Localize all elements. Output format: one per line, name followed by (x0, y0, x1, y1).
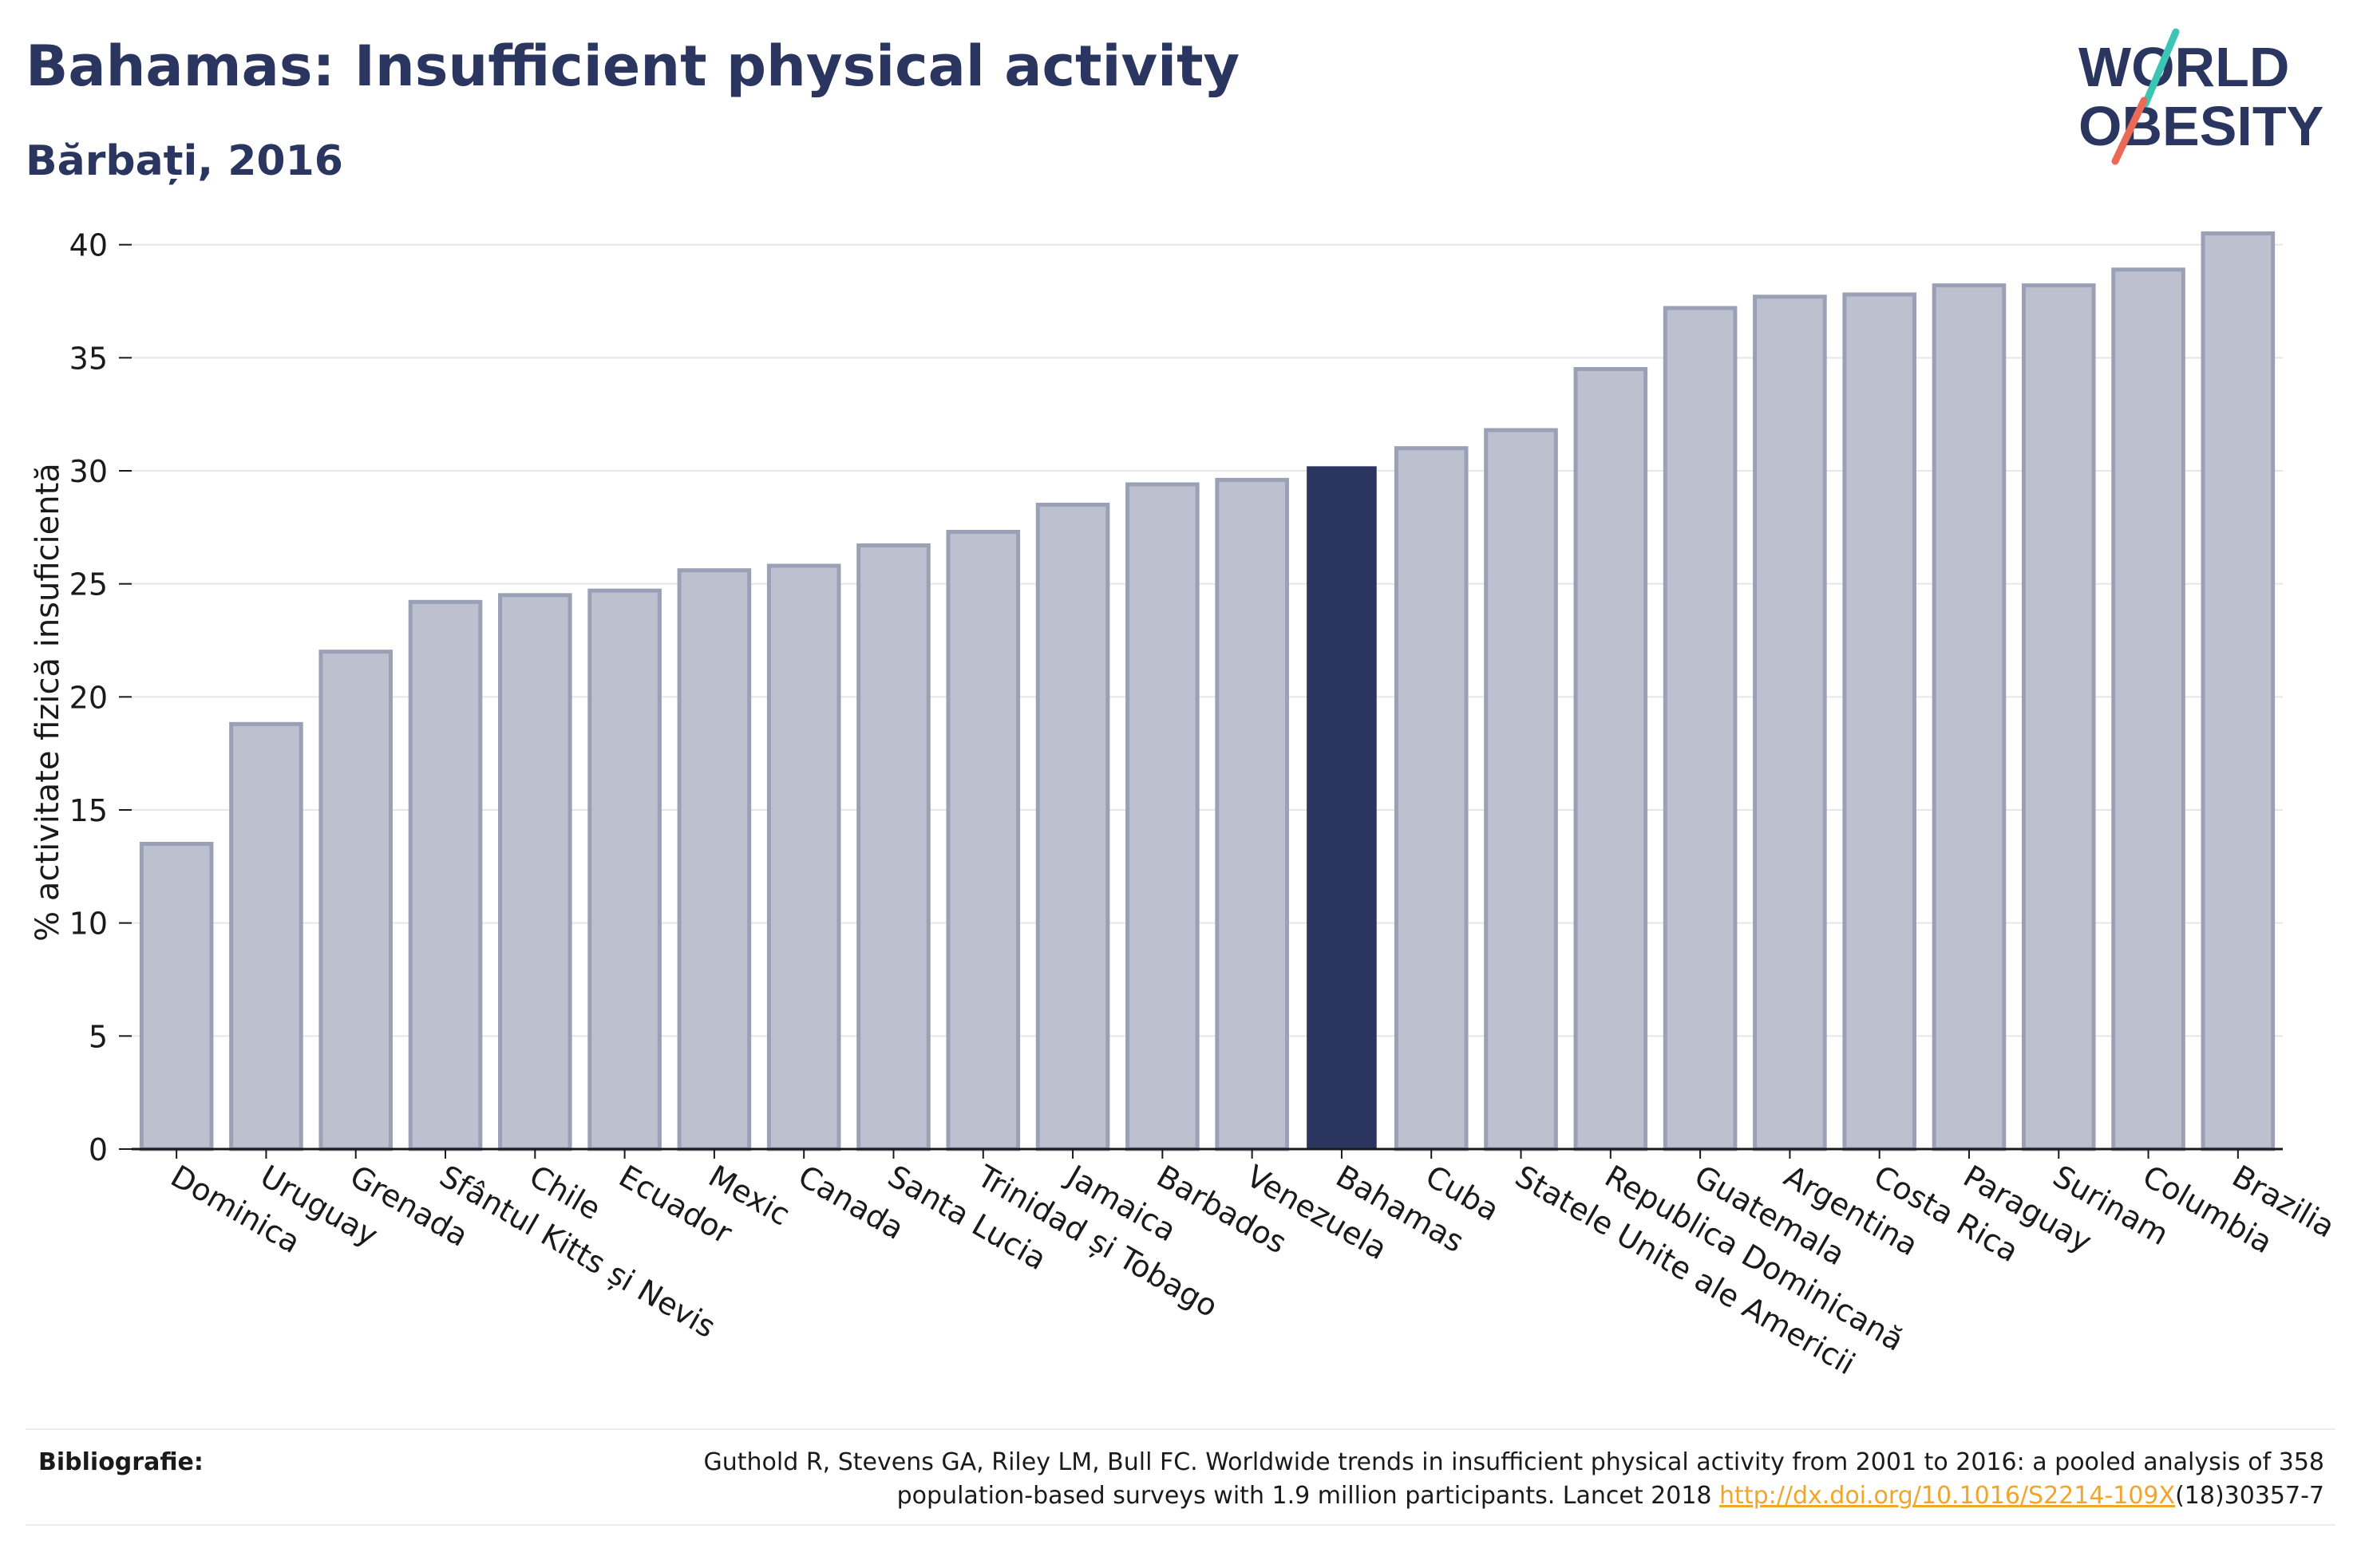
logo-slash-teal (2142, 28, 2180, 108)
y-tick-label: 30 (69, 454, 108, 489)
bibliography-label: Bibliografie: (38, 1448, 204, 1476)
y-tick-label: 20 (69, 680, 108, 715)
bar (1035, 503, 1110, 1151)
bar (1484, 428, 1558, 1151)
bar (1125, 482, 1200, 1151)
gridlines (132, 243, 2283, 1037)
bar (139, 842, 214, 1151)
bar (1842, 292, 1916, 1151)
bar (318, 650, 394, 1151)
bar (498, 593, 572, 1151)
bar (856, 543, 931, 1151)
bar (587, 588, 662, 1151)
y-tick-label: 15 (69, 793, 108, 828)
logo-word-world: WORLD (2078, 36, 2289, 98)
y-tick-label: 5 (89, 1019, 108, 1054)
bibliography-line-1: Guthold R, Stevens GA, Riley LM, Bull FC… (703, 1448, 2324, 1476)
y-tick-label: 40 (69, 228, 108, 263)
bar-highlight (1307, 466, 1377, 1149)
bibliography-line-2: population-based surveys with 1.9 millio… (896, 1482, 1720, 1510)
bar (1394, 446, 1469, 1151)
bar (946, 530, 1021, 1151)
bar (1663, 306, 1738, 1151)
bibliography-text: Guthold R, Stevens GA, Riley LM, Bull FC… (488, 1446, 2324, 1513)
y-tick-labels: 0 5 10 15 20 25 30 35 40 (69, 228, 108, 1167)
bar (1215, 477, 1289, 1151)
chart-subtitle: Bărbați, 2016 (26, 137, 343, 185)
bar-chart: 0 5 10 15 20 25 30 35 40 DominicaUruguayGrenadaS… (69, 228, 2341, 1382)
bars (139, 231, 2276, 1151)
bar (2201, 231, 2276, 1151)
y-axis-label: % activitate fizică insuficientă (30, 463, 66, 942)
bar (408, 599, 483, 1151)
chart-title: Bahamas: Insufficient physical activity (26, 34, 1240, 99)
y-tick-label: 35 (69, 341, 108, 376)
bar (1932, 283, 2007, 1151)
bar (766, 563, 841, 1151)
logo-slash-red (2111, 97, 2148, 165)
bar (2021, 283, 2096, 1151)
y-tick-label: 10 (69, 906, 108, 942)
bar (2111, 267, 2185, 1151)
axes (119, 243, 2283, 1159)
bar (1573, 367, 1648, 1151)
footer-divider-bottom (26, 1524, 2335, 1526)
y-tick-label: 25 (69, 567, 108, 602)
y-tick-label: 0 (89, 1132, 108, 1167)
bibliography-line-2-end: (18)30357-7 (2175, 1482, 2324, 1510)
bar (677, 568, 752, 1151)
bar (1753, 294, 1827, 1151)
world-obesity-logo: WORLD OBESITY (2078, 28, 2323, 165)
bar (229, 721, 303, 1151)
bibliography-doi-link[interactable]: http://dx.doi.org/10.1016/S2214-109X (1719, 1482, 2176, 1510)
footer-divider-top (26, 1428, 2335, 1430)
